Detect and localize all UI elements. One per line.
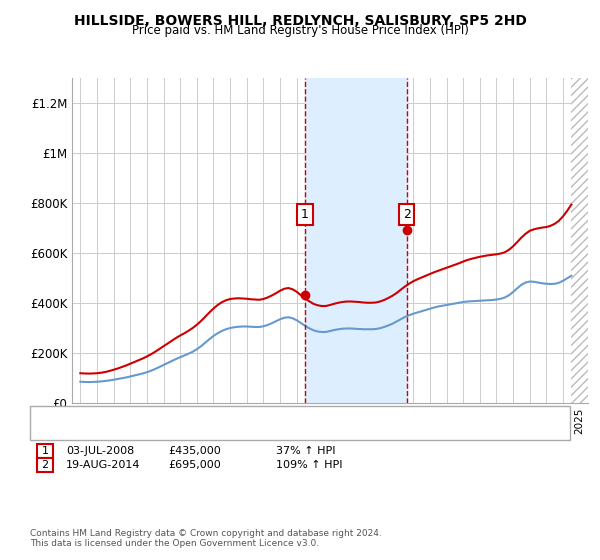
Text: 2: 2	[41, 460, 49, 470]
Text: HILLSIDE, BOWERS HILL, REDLYNCH, SALISBURY, SP5 2HD (detached house): HILLSIDE, BOWERS HILL, REDLYNCH, SALISBU…	[84, 414, 480, 424]
Text: HPI: Average price, detached house, Wiltshire: HPI: Average price, detached house, Wilt…	[84, 427, 323, 437]
Bar	[571, 78, 588, 403]
Bar	[305, 78, 407, 403]
Text: 1: 1	[301, 208, 309, 221]
Text: £435,000: £435,000	[168, 446, 221, 456]
Text: HILLSIDE, BOWERS HILL, REDLYNCH, SALISBURY, SP5 2HD (detached house): HILLSIDE, BOWERS HILL, REDLYNCH, SALISBU…	[84, 414, 480, 424]
Text: 19-AUG-2014: 19-AUG-2014	[66, 460, 140, 470]
Text: 109% ↑ HPI: 109% ↑ HPI	[276, 460, 343, 470]
Text: Contains HM Land Registry data © Crown copyright and database right 2024.: Contains HM Land Registry data © Crown c…	[30, 529, 382, 538]
Text: 03-JUL-2008: 03-JUL-2008	[66, 446, 134, 456]
Text: HPI: Average price, detached house, Wiltshire: HPI: Average price, detached house, Wilt…	[84, 427, 323, 437]
Text: HILLSIDE, BOWERS HILL, REDLYNCH, SALISBURY, SP5 2HD: HILLSIDE, BOWERS HILL, REDLYNCH, SALISBU…	[74, 14, 526, 28]
Text: Price paid vs. HM Land Registry's House Price Index (HPI): Price paid vs. HM Land Registry's House …	[131, 24, 469, 37]
Text: ——: ——	[48, 423, 66, 437]
Text: £695,000: £695,000	[168, 460, 221, 470]
Text: 37% ↑ HPI: 37% ↑ HPI	[276, 446, 335, 456]
Text: This data is licensed under the Open Government Licence v3.0.: This data is licensed under the Open Gov…	[30, 539, 319, 548]
Text: 2: 2	[403, 208, 410, 221]
Text: ——: ——	[48, 410, 66, 424]
Text: ——: ——	[48, 423, 66, 437]
Text: 1: 1	[41, 446, 49, 456]
Text: ——: ——	[48, 410, 66, 424]
Bar	[571, 78, 588, 403]
